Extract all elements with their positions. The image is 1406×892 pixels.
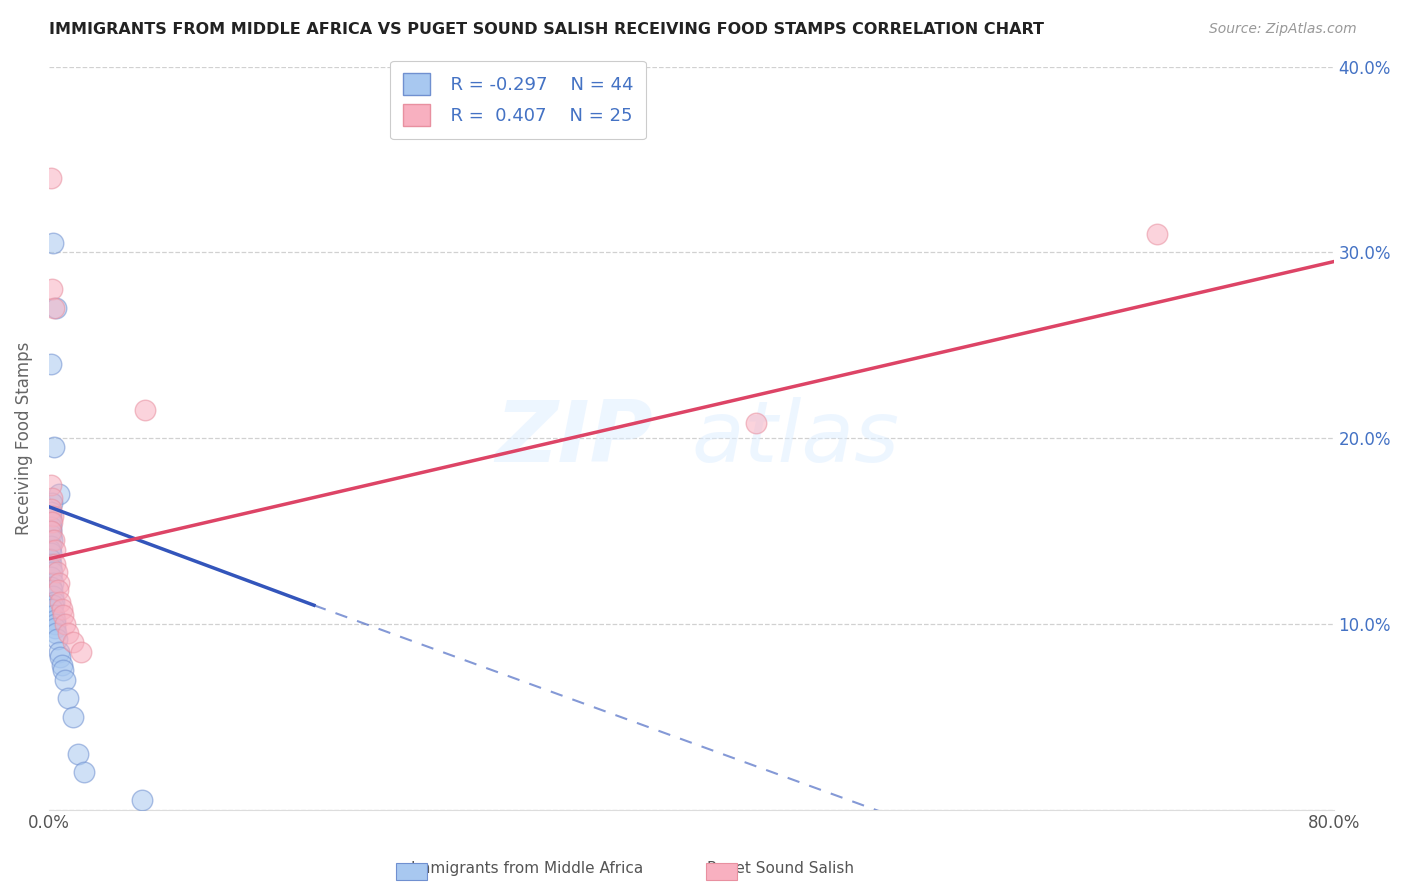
Point [39, 520, 62, 534]
Point [41, 533, 63, 548]
Point [41, 565, 63, 579]
Legend:   R = -0.297    N = 44,   R =  0.407    N = 25: R = -0.297 N = 44, R = 0.407 N = 25 [389, 61, 645, 139]
Point [44, 616, 66, 631]
Point [44, 558, 66, 572]
Point [38, 542, 60, 557]
Point [134, 403, 156, 417]
Point [48, 487, 70, 501]
Point [41, 491, 63, 505]
Point [62, 635, 84, 649]
Point [41, 496, 63, 510]
Point [1146, 227, 1168, 241]
Text: IMMIGRANTS FROM MIDDLE AFRICA VS PUGET SOUND SALISH RECEIVING FOOD STAMPS CORREL: IMMIGRANTS FROM MIDDLE AFRICA VS PUGET S… [49, 22, 1045, 37]
Text: Puget Sound Salish: Puget Sound Salish [707, 861, 853, 876]
Point [41, 524, 63, 538]
Point [41, 283, 63, 297]
Text: ZIP: ZIP [495, 397, 652, 480]
Point [53, 673, 76, 687]
Y-axis label: Receiving Food Stamps: Receiving Food Stamps [15, 342, 32, 535]
Point [53, 616, 76, 631]
Point [45, 301, 67, 315]
Point [49, 650, 72, 665]
Point [38, 551, 60, 566]
Point [42, 607, 65, 622]
Point [42, 509, 65, 524]
Point [42, 589, 65, 603]
Point [42, 599, 65, 613]
Point [73, 765, 96, 780]
Point [42, 301, 65, 315]
Point [42, 576, 65, 591]
Point [41, 515, 63, 529]
Point [52, 663, 75, 677]
Point [39, 558, 62, 572]
Point [51, 602, 73, 616]
Point [46, 632, 69, 646]
Point [41, 580, 63, 594]
Point [39, 171, 62, 186]
Point [39, 357, 62, 371]
Point [52, 607, 75, 622]
Point [744, 416, 766, 430]
Point [44, 613, 66, 627]
Point [45, 626, 67, 640]
Point [58, 691, 80, 706]
Point [41, 561, 63, 575]
Text: Source: ZipAtlas.com: Source: ZipAtlas.com [1209, 22, 1357, 37]
Point [42, 533, 65, 548]
Text: atlas: atlas [692, 397, 900, 480]
Point [51, 657, 73, 672]
Point [41, 602, 63, 616]
Point [42, 594, 65, 608]
Point [58, 626, 80, 640]
Point [39, 570, 62, 584]
Point [66, 747, 89, 761]
Point [39, 505, 62, 519]
Point [39, 524, 62, 538]
Point [46, 565, 69, 579]
Point [41, 509, 63, 524]
Point [131, 793, 153, 807]
Point [41, 235, 63, 250]
Point [70, 645, 93, 659]
Point [48, 645, 70, 659]
Point [44, 620, 66, 634]
Point [41, 583, 63, 598]
Point [39, 546, 62, 560]
Point [46, 583, 69, 598]
Point [48, 576, 70, 591]
Text: Immigrants from Middle Africa: Immigrants from Middle Africa [411, 861, 644, 876]
Point [42, 441, 65, 455]
Point [62, 709, 84, 723]
Point [49, 594, 72, 608]
Point [44, 542, 66, 557]
Point [41, 527, 63, 541]
Point [39, 539, 62, 553]
Point [39, 477, 62, 491]
Point [41, 501, 63, 516]
Point [39, 515, 62, 529]
